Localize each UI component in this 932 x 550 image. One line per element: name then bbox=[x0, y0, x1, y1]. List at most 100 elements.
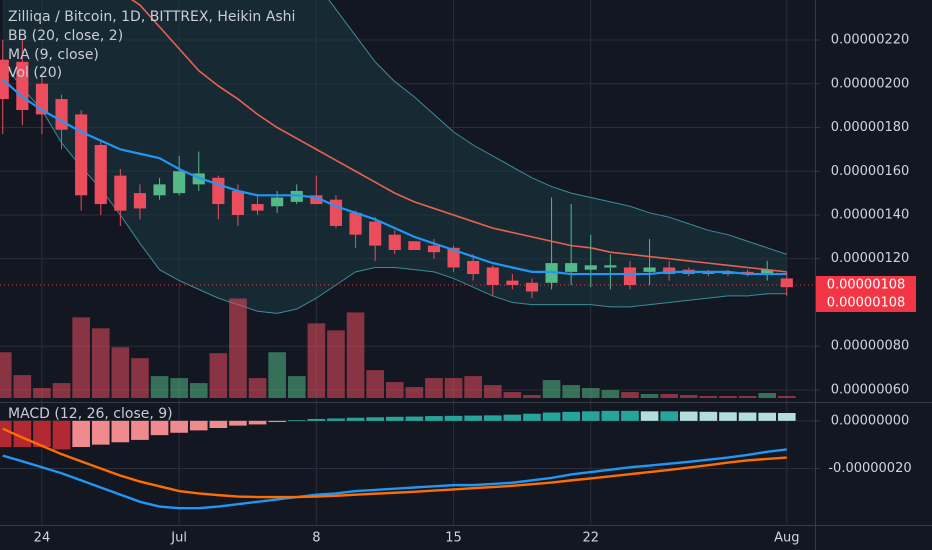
volume-bar bbox=[385, 382, 404, 398]
candle-body bbox=[75, 114, 88, 196]
volume-bar bbox=[777, 396, 796, 398]
macd-histogram-bar bbox=[52, 420, 71, 450]
y-tick-label: 0.00000200 bbox=[831, 76, 910, 91]
x-tick-label: Jul bbox=[170, 531, 187, 546]
volume-bar bbox=[581, 388, 600, 398]
candle-body bbox=[525, 282, 539, 292]
macd-histogram-bar bbox=[640, 411, 659, 421]
volume-bar bbox=[91, 328, 110, 398]
ma-line bbox=[2, 78, 787, 276]
macd-pane bbox=[0, 403, 815, 525]
candle-body bbox=[114, 175, 127, 211]
volume-bar bbox=[719, 396, 737, 398]
volume-bar bbox=[52, 383, 71, 398]
x-tick-label: 24 bbox=[34, 531, 51, 546]
volume-bar bbox=[699, 396, 718, 398]
macd-histogram-bar bbox=[189, 420, 208, 431]
volume-bar bbox=[660, 394, 678, 398]
macd-histogram-bar bbox=[307, 418, 326, 421]
candle-body bbox=[604, 265, 617, 268]
bb-lower bbox=[2, 61, 787, 314]
volume-bar bbox=[327, 330, 345, 398]
y-tick-label: -0.00000020 bbox=[828, 461, 911, 476]
volume-bar bbox=[209, 353, 228, 398]
macd-histogram-bar bbox=[72, 420, 90, 448]
legend-entry: Vol (20) bbox=[8, 65, 62, 81]
volume-bar bbox=[111, 347, 130, 398]
volume-bar bbox=[150, 376, 169, 398]
volume-bar bbox=[366, 370, 384, 398]
candle-body bbox=[427, 245, 441, 253]
macd-histogram-bar bbox=[248, 420, 267, 425]
volume-bar bbox=[268, 352, 286, 398]
volume-bar bbox=[562, 385, 580, 398]
macd-histogram-bar bbox=[679, 411, 698, 421]
macd-histogram-bar bbox=[91, 420, 110, 445]
legend: Zilliqa / Bitcoin, 1D, BITTREX, Heikin A… bbox=[8, 9, 295, 422]
macd-histogram-bar bbox=[581, 411, 600, 421]
x-tick-label: Aug bbox=[774, 531, 799, 546]
y-tick-label: 0.00000080 bbox=[831, 339, 910, 354]
volume-bar bbox=[307, 323, 326, 398]
volume-bar bbox=[503, 392, 522, 398]
macd-histogram-bar bbox=[699, 411, 718, 421]
macd-histogram-bar bbox=[562, 411, 580, 421]
x-tick-label: 22 bbox=[582, 531, 599, 546]
macd-histogram-bar bbox=[385, 416, 404, 421]
macd-histogram-bar bbox=[758, 412, 776, 421]
volume-bar bbox=[464, 376, 482, 398]
macd-histogram-bar bbox=[33, 420, 51, 448]
macd-histogram-bar bbox=[287, 420, 306, 421]
price-label: 0.00000108 bbox=[827, 277, 906, 292]
y-tick-label: 0.00000000 bbox=[831, 413, 910, 428]
volume-bar bbox=[72, 317, 90, 398]
macd-histogram-bar bbox=[268, 420, 286, 423]
price-label-box bbox=[816, 293, 916, 312]
volume-bar bbox=[523, 395, 541, 398]
volume-bar bbox=[738, 396, 757, 398]
bb-upper bbox=[328, 0, 787, 255]
macd-histogram-bar bbox=[464, 415, 482, 421]
macd-histogram-bar bbox=[444, 415, 463, 421]
macd-line bbox=[2, 448, 787, 510]
x-tick-label: 15 bbox=[445, 531, 462, 546]
y-tick-label: 0.00000060 bbox=[831, 382, 910, 397]
volume-bar bbox=[0, 352, 12, 398]
candle-body bbox=[251, 204, 264, 211]
candle-body bbox=[310, 195, 323, 205]
volume-bar bbox=[621, 392, 639, 398]
volume-bar bbox=[679, 395, 698, 398]
macd-histogram-bar bbox=[327, 418, 345, 421]
volume-bar bbox=[229, 298, 247, 398]
candle-body bbox=[565, 263, 578, 272]
volume-bar bbox=[758, 393, 776, 398]
volume-bar bbox=[405, 387, 424, 398]
candle-body bbox=[212, 177, 225, 205]
candle-body bbox=[388, 234, 401, 250]
macd-histogram-bar bbox=[131, 420, 149, 440]
macd-histogram-bar bbox=[777, 412, 796, 421]
macd-histogram-bar bbox=[601, 410, 620, 421]
macd-histogram-bar bbox=[483, 415, 502, 421]
macd-histogram-bar bbox=[738, 412, 757, 421]
candle-body bbox=[467, 260, 480, 275]
volume-bar bbox=[483, 385, 502, 398]
macd-line bbox=[2, 427, 787, 499]
candle-body bbox=[408, 241, 421, 250]
main-pane bbox=[0, 0, 815, 402]
volume-bar bbox=[13, 375, 32, 398]
macd-title: MACD (12, 26, close, 9) bbox=[8, 406, 173, 422]
macd-histogram-bar bbox=[111, 420, 130, 443]
bb-basis bbox=[130, 0, 787, 273]
volume-bar bbox=[248, 378, 267, 398]
candle-body bbox=[349, 212, 362, 235]
candle-body bbox=[133, 193, 147, 209]
volume-bar bbox=[640, 394, 659, 398]
candle-body bbox=[780, 278, 793, 288]
candle-body bbox=[369, 221, 382, 246]
candle-body bbox=[0, 59, 9, 100]
legend-entry: BB (20, close, 2) bbox=[8, 28, 123, 44]
volume-bar bbox=[287, 376, 306, 398]
candle-body bbox=[55, 99, 68, 130]
